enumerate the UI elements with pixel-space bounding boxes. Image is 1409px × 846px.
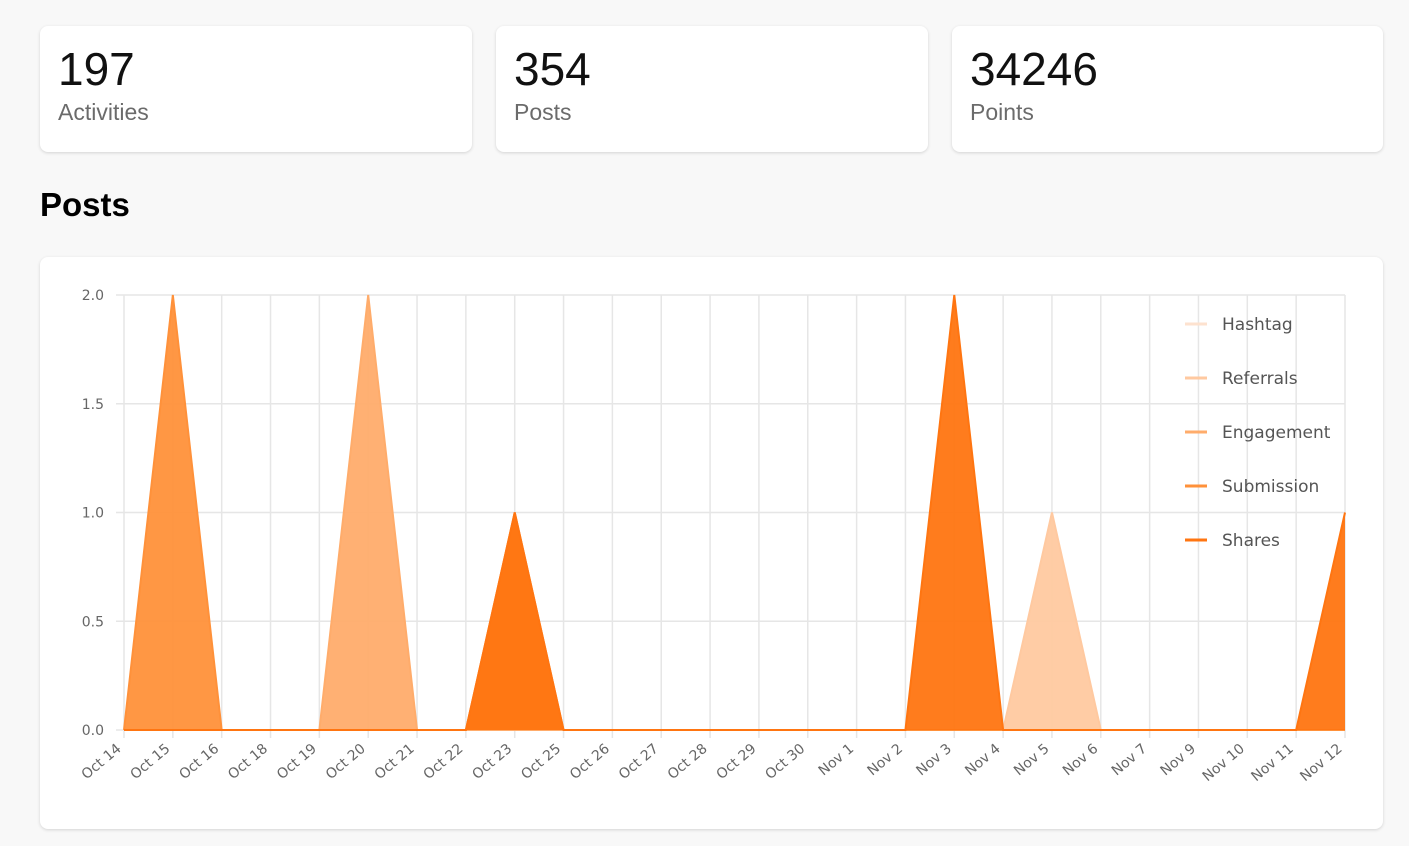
series-area-engagement — [124, 295, 1345, 730]
x-tick-label: Oct 15 — [128, 741, 174, 783]
legend-label: Engagement — [1222, 423, 1331, 443]
x-tick-label: Oct 30 — [762, 741, 808, 783]
stat-label: Points — [970, 99, 1034, 125]
x-tick-label: Oct 25 — [518, 741, 564, 783]
x-tick-label: Oct 28 — [665, 741, 711, 783]
stat-label: Posts — [514, 99, 572, 125]
legend-label: Shares — [1222, 531, 1280, 551]
stat-card-posts: 354 Posts — [496, 26, 928, 152]
series-line-shares — [124, 294, 1346, 731]
series-area-referrals — [124, 512, 1345, 730]
y-tick-label: 1.0 — [82, 506, 104, 522]
x-tick-label: Nov 6 — [1060, 741, 1102, 779]
x-tick-label: Nov 10 — [1200, 741, 1248, 785]
posts-chart-card: 0.0 0.5 1.0 1.5 2.0 Oct 14 Oct 15 Oct 16 Oct 18 O… — [40, 257, 1383, 829]
x-tick-label: Oct 29 — [714, 741, 760, 783]
legend-label: Referrals — [1222, 369, 1298, 389]
stat-value: 34246 — [970, 43, 1098, 95]
y-tick-label: 0.0 — [82, 723, 104, 739]
x-tick-label: Oct 20 — [323, 741, 369, 783]
section-title: Posts — [40, 186, 130, 223]
x-tick-label: Oct 22 — [421, 741, 467, 783]
stat-value: 197 — [58, 43, 135, 95]
stat-card-points: 34246 Points — [952, 26, 1383, 152]
x-tick-label: Nov 9 — [1158, 741, 1199, 779]
x-tick-label: Nov 4 — [962, 741, 1004, 779]
x-tick-label: Oct 18 — [225, 741, 271, 783]
stat-value: 354 — [514, 43, 591, 95]
legend-label: Submission — [1222, 477, 1319, 497]
x-tick-label: Nov 12 — [1297, 741, 1345, 785]
x-tick-label: Oct 21 — [372, 741, 418, 783]
y-tick-label: 1.5 — [82, 397, 104, 413]
x-tick-label: Oct 19 — [274, 741, 320, 783]
legend-label: Hashtag — [1222, 315, 1293, 335]
x-tick-label: Oct 14 — [79, 741, 125, 783]
stat-card-activities: 197 Activities — [40, 26, 472, 152]
x-tick-label: Oct 23 — [469, 741, 515, 783]
x-tick-label: Nov 7 — [1109, 741, 1150, 779]
x-tick-label: Nov 2 — [865, 741, 906, 779]
x-tick-label: Nov 3 — [913, 741, 954, 779]
x-tick-label: Nov 5 — [1011, 741, 1052, 779]
x-tick-label: Oct 16 — [176, 741, 222, 783]
stat-label: Activities — [58, 99, 149, 125]
x-tick-label: Oct 26 — [567, 741, 613, 783]
x-tick-label: Nov 11 — [1248, 741, 1296, 785]
x-tick-label: Oct 27 — [616, 741, 662, 783]
x-tick-label: Nov 1 — [816, 741, 857, 779]
y-tick-label: 2.0 — [82, 288, 104, 304]
y-tick-label: 0.5 — [82, 614, 104, 630]
